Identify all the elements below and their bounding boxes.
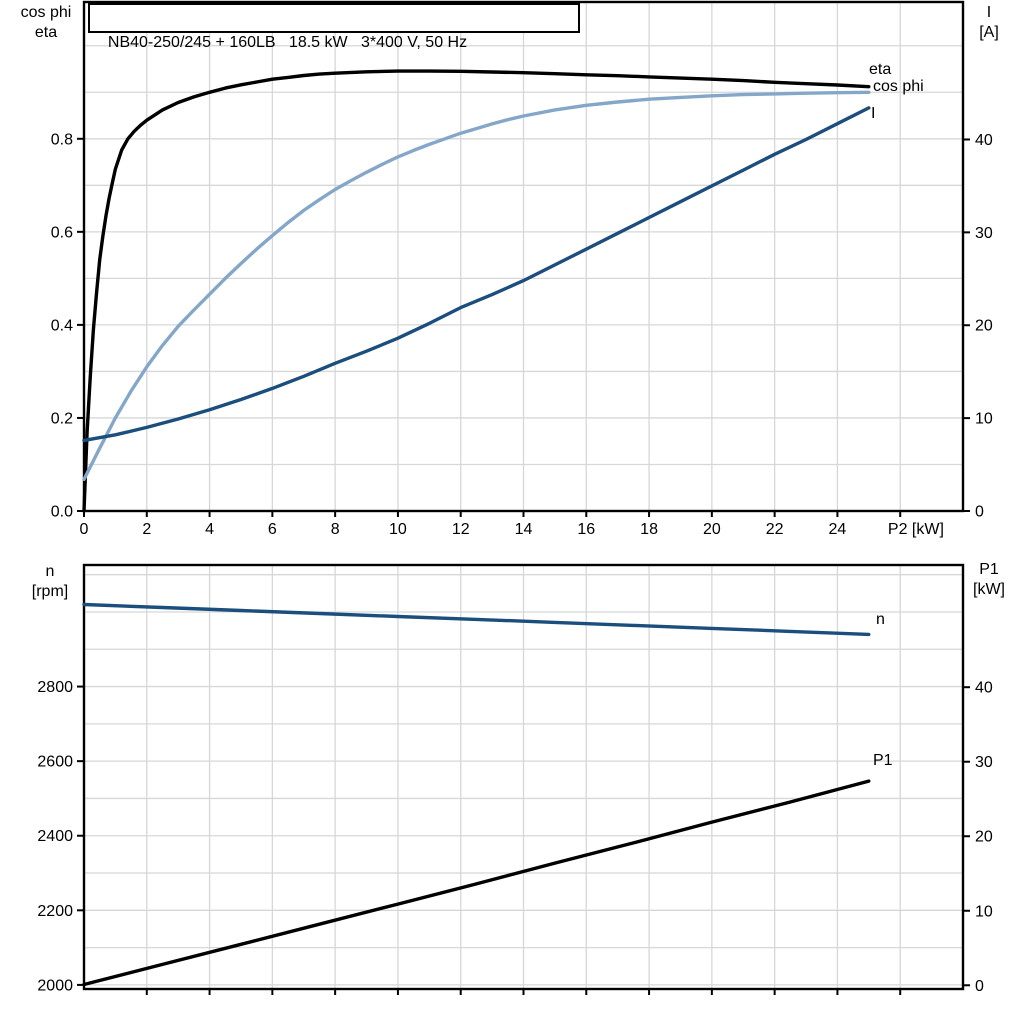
- top-left-axis-label: cos phi eta: [4, 3, 88, 43]
- chart-title-box: NB40-250/245 + 160LB 18.5 kW 3*400 V, 50…: [88, 3, 580, 51]
- x-axis-unit-label: P2 [kW]: [888, 521, 944, 538]
- x-tick-label: 0: [80, 521, 89, 538]
- right-tick-label: 20: [975, 318, 993, 335]
- chart-title: NB40-250/245 + 160LB 18.5 kW 3*400 V, 50…: [107, 34, 468, 51]
- left-tick-label: 2000: [37, 977, 73, 994]
- curve-label-p1: P1: [873, 752, 893, 769]
- axis-label-input-power: P1: [979, 561, 999, 578]
- bottom-right-axis-label: P1 [kW]: [954, 560, 1024, 600]
- curve-eta: [82, 69, 871, 513]
- right-tick-label: 10: [975, 411, 993, 428]
- x-tick-label: 10: [389, 521, 407, 538]
- x-tick-label: 16: [577, 521, 595, 538]
- curve-n: [82, 602, 871, 637]
- right-tick-label: 20: [975, 829, 993, 846]
- left-tick-label: 2400: [37, 828, 73, 845]
- x-tick-label: 18: [640, 521, 658, 538]
- axis-label-eta: eta: [34, 24, 58, 41]
- x-tick-label: 14: [515, 521, 533, 538]
- right-tick-label: 0: [975, 504, 984, 521]
- axis-label-cos-phi: cos phi: [20, 4, 72, 21]
- x-tick-label: 22: [766, 521, 784, 538]
- x-tick-label: 6: [268, 521, 277, 538]
- right-tick-label: 30: [975, 225, 993, 242]
- left-tick-label: 0.6: [51, 224, 73, 241]
- x-tick-label: 20: [703, 521, 721, 538]
- x-tick-label: 24: [829, 521, 847, 538]
- axis-label-current: I: [986, 4, 992, 21]
- x-tick-label: 2: [142, 521, 151, 538]
- top-right-axis-label: I [A]: [958, 3, 1020, 43]
- chart-top: 0 2 4 6 8 10 12 14 16 18 20 22 24 P2 [kW]0.00.20.40.6…: [51, 0, 993, 538]
- curve-p1: [82, 779, 871, 987]
- left-tick-label: 0.4: [51, 317, 73, 334]
- right-tick-label: 40: [975, 132, 993, 149]
- x-tick-label: 8: [331, 521, 340, 538]
- left-tick-label: 2800: [37, 679, 73, 696]
- axis-label-current-unit: [A]: [979, 24, 999, 41]
- right-tick-label: 30: [975, 754, 993, 771]
- chart-bottom: 2000 2200 2400 2600 2800 0 10 20 30 40 n P1: [37, 563, 993, 995]
- x-tick-label: 12: [452, 521, 470, 538]
- left-tick-label: 0.0: [51, 504, 73, 521]
- left-tick-label: 0.8: [51, 131, 73, 148]
- axis-label-speed-unit: [rpm]: [31, 583, 69, 600]
- curve-label-n: n: [876, 611, 885, 628]
- left-tick-label: 0.2: [51, 410, 73, 427]
- left-tick-label: 2600: [37, 754, 73, 771]
- curve-label-i: I: [871, 105, 875, 122]
- curve-i: [82, 106, 871, 443]
- curve-label-cos-phi: cos phi: [873, 78, 924, 95]
- right-tick-label: 40: [975, 680, 993, 697]
- x-tick-label: 4: [205, 521, 214, 538]
- axis-label-speed: n: [45, 563, 55, 580]
- bottom-left-axis-label: n [rpm]: [12, 562, 88, 602]
- curve-label-eta: eta: [869, 61, 891, 78]
- left-tick-label: 2200: [37, 903, 73, 920]
- axis-label-input-power-unit: [kW]: [973, 581, 1005, 598]
- curve-cos-phi: [82, 90, 871, 482]
- right-tick-label: 10: [975, 903, 993, 920]
- right-tick-label: 0: [975, 978, 984, 995]
